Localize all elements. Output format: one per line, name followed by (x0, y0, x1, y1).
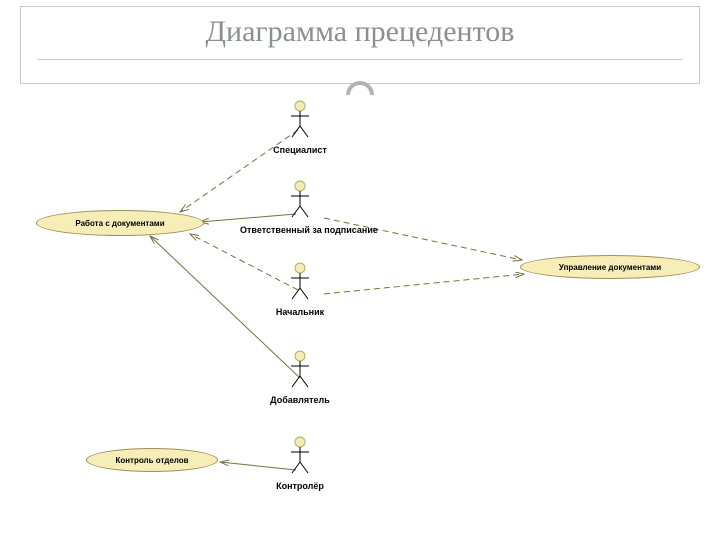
usecase-label: Контроль отделов (111, 456, 192, 465)
page-title: Диаграмма прецедентов (21, 15, 699, 49)
title-frame: Диаграмма прецедентов (20, 6, 700, 84)
actor-label: Специалист (240, 145, 360, 155)
usecase-work_docs: Работа с документами (36, 210, 204, 236)
title-underline (37, 59, 683, 60)
usecase-label: Управление документами (555, 263, 665, 272)
usecase-manage_docs: Управление документами (520, 255, 700, 279)
actor-chief: Начальник (240, 262, 360, 317)
usecase-label: Работа с документами (71, 219, 168, 228)
usecase-dept_ctrl: Контроль отделов (86, 448, 218, 472)
actor-adder: Добавлятель (240, 350, 360, 405)
actor-specialist: Специалист (240, 100, 360, 155)
actor-label: Ответственный за подписание (240, 225, 360, 235)
actor-controller: Контролёр (240, 436, 360, 491)
actor-label: Начальник (240, 307, 360, 317)
actor-label: Добавлятель (240, 395, 360, 405)
title-arc-icon (345, 73, 375, 103)
actor-signer: Ответственный за подписание (240, 180, 360, 235)
actor-label: Контролёр (240, 481, 360, 491)
